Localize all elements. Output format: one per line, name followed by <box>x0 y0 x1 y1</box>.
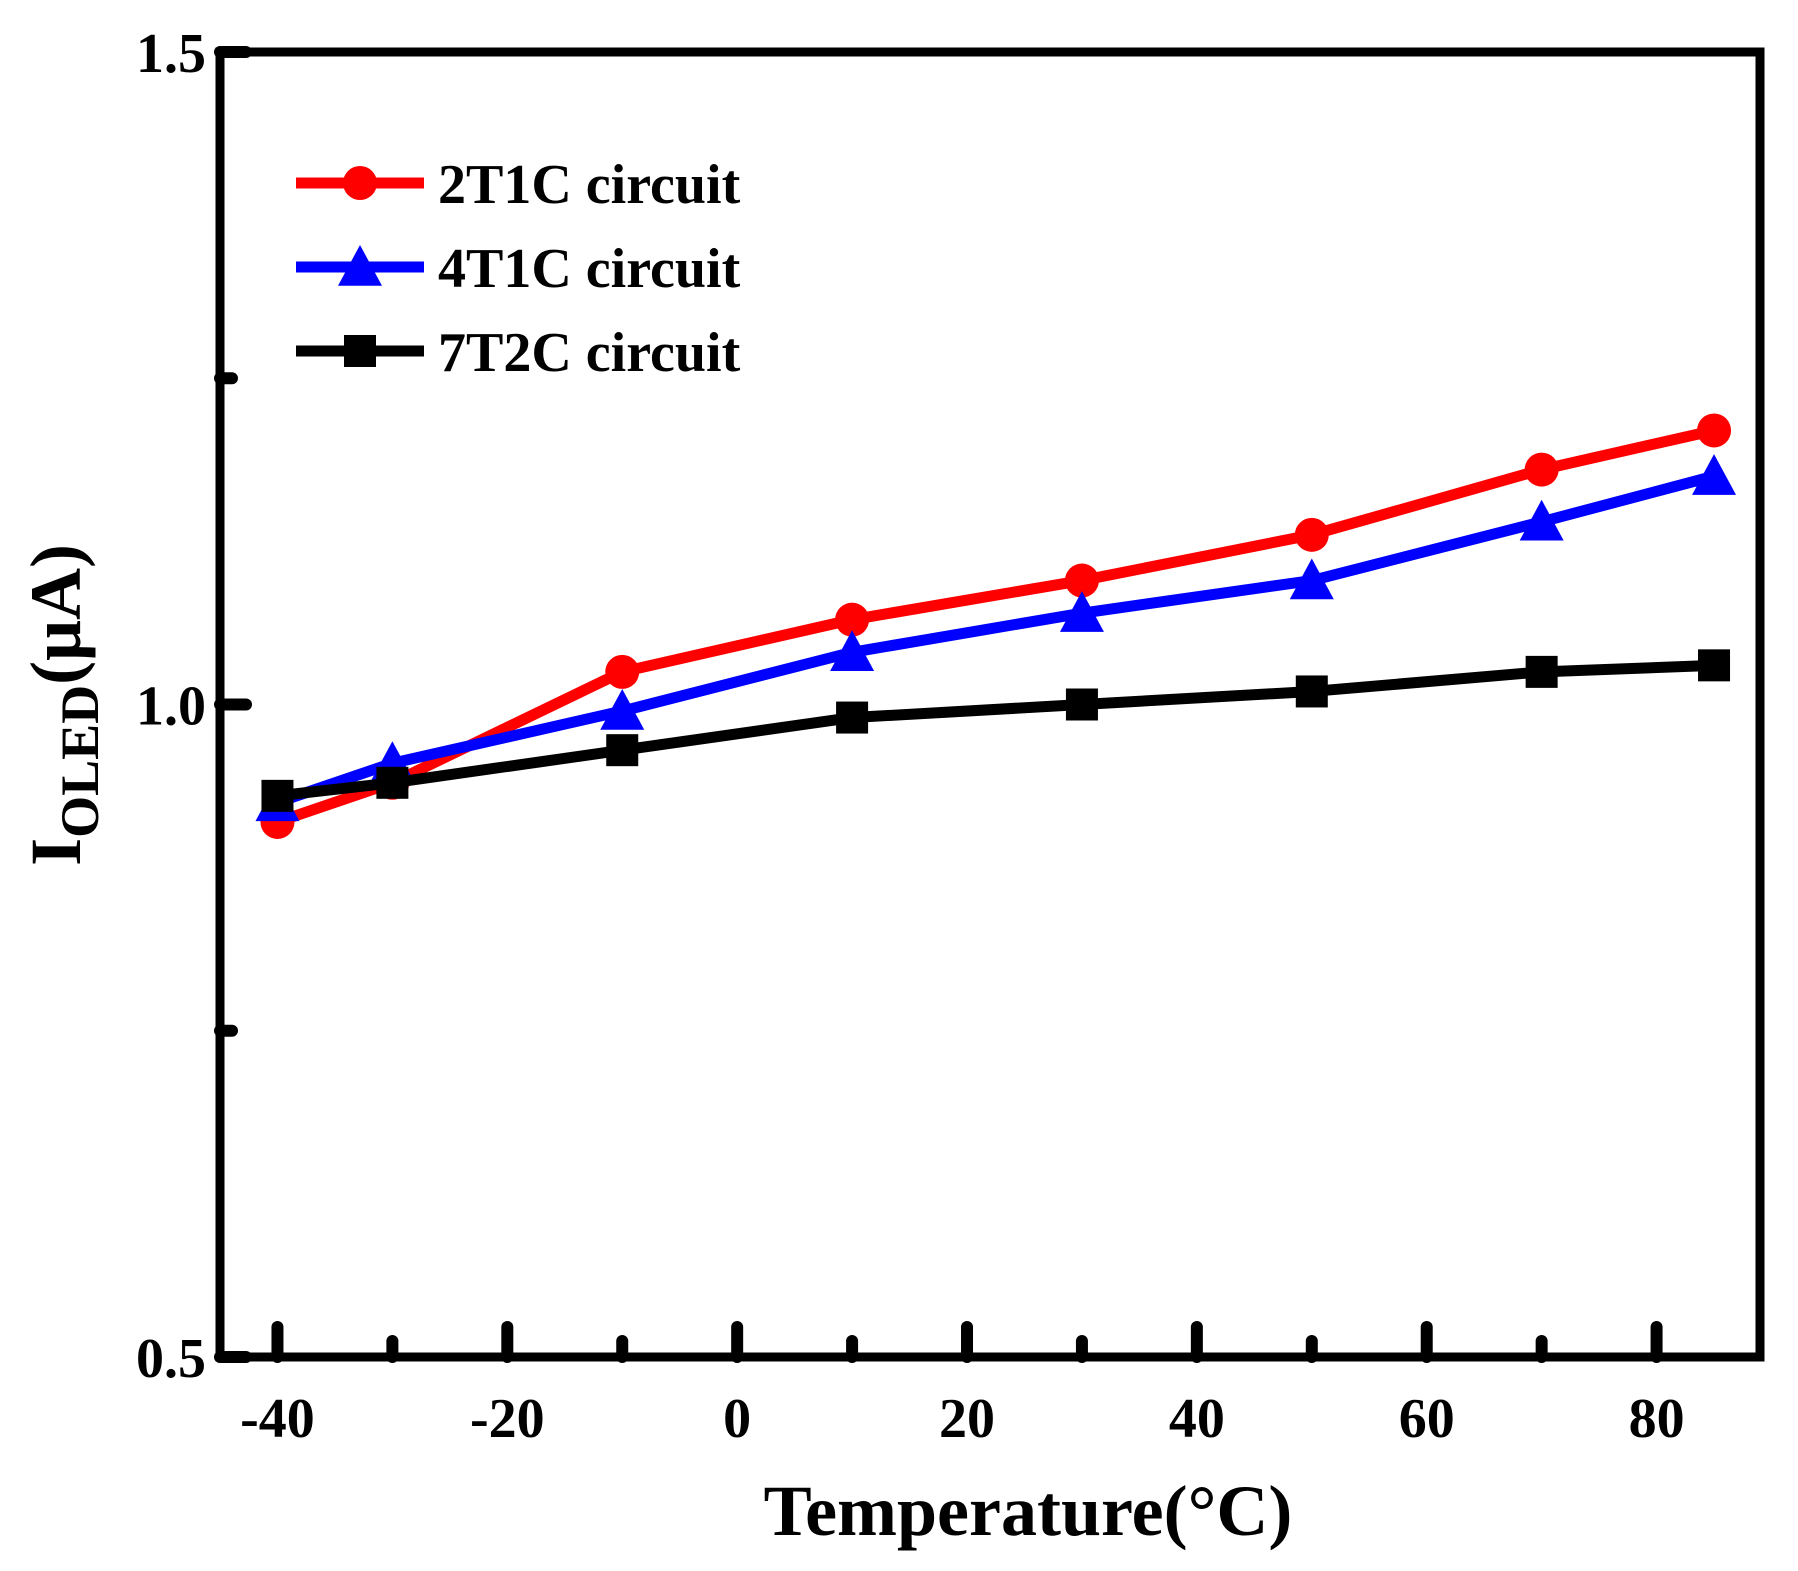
data-point-7t2c <box>1698 649 1731 682</box>
legend: 2T1C circuit 4T1C circuit 7T2C circuit <box>296 154 741 384</box>
data-point-4t1c <box>830 630 875 671</box>
data-point-2t1c <box>1697 413 1732 448</box>
legend-marker-4t1c <box>338 245 382 286</box>
x-tick-label: 40 <box>1169 1388 1225 1450</box>
x-tick-label: 0 <box>723 1388 751 1450</box>
data-point-4t1c <box>1289 558 1334 600</box>
y-tick-label: 0.5 <box>136 1328 206 1390</box>
x-tick-label: 60 <box>1399 1388 1455 1450</box>
data-point-2t1c <box>835 602 870 637</box>
data-point-7t2c <box>261 779 294 812</box>
x-tick-labels: -40 -20 0 20 40 60 80 <box>240 1388 1684 1450</box>
y-tick-labels: 0.5 1.0 1.5 <box>136 23 206 1390</box>
y-axis-title-subscript: OLED <box>50 685 110 838</box>
data-point-2t1c <box>1064 563 1099 598</box>
x-tick-label: -20 <box>470 1388 545 1450</box>
plot-frame <box>215 47 1765 1362</box>
x-axis-title: Temperature(°C) <box>764 1471 1293 1551</box>
data-point-7t2c <box>1295 675 1328 708</box>
legend-label-2t1c: 2T1C circuit <box>438 154 741 216</box>
y-tick-label: 1.0 <box>136 676 206 738</box>
legend-label-4t1c: 4T1C circuit <box>438 238 741 300</box>
data-point-7t2c <box>836 701 869 734</box>
legend-label-7t2c: 7T2C circuit <box>438 322 741 384</box>
data-point-7t2c <box>1525 655 1558 688</box>
series-line-2t1c <box>275 425 1716 828</box>
y-tick-label: 1.5 <box>136 23 206 85</box>
data-point-2t1c <box>1524 452 1559 487</box>
data-point-4t1c <box>1692 454 1737 495</box>
minor-ticks <box>214 46 1663 1363</box>
series-line-7t2c <box>276 659 1715 802</box>
legend-marker-2t1c <box>343 166 377 200</box>
y-axis-title: IOLED(μA) <box>16 544 110 866</box>
x-tick-label: 20 <box>939 1388 995 1450</box>
data-point-7t2c <box>606 734 639 767</box>
data-point-4t1c <box>600 689 645 730</box>
x-tick-label: -40 <box>240 1388 315 1450</box>
data-point-2t1c <box>605 654 640 689</box>
data-point-2t1c <box>1294 517 1329 552</box>
legend-marker-7t2c <box>344 335 376 367</box>
data-point-4t1c <box>1519 499 1564 541</box>
series-line-4t1c <box>275 470 1716 808</box>
y-axis-title-unit: (μA) <box>16 544 96 685</box>
x-tick-label: 80 <box>1629 1388 1685 1450</box>
data-point-4t1c <box>1059 591 1104 632</box>
data-point-7t2c <box>1065 688 1098 721</box>
series-layer <box>255 413 1737 839</box>
data-point-7t2c <box>376 766 409 799</box>
y-axis-title-main: I <box>16 838 96 866</box>
